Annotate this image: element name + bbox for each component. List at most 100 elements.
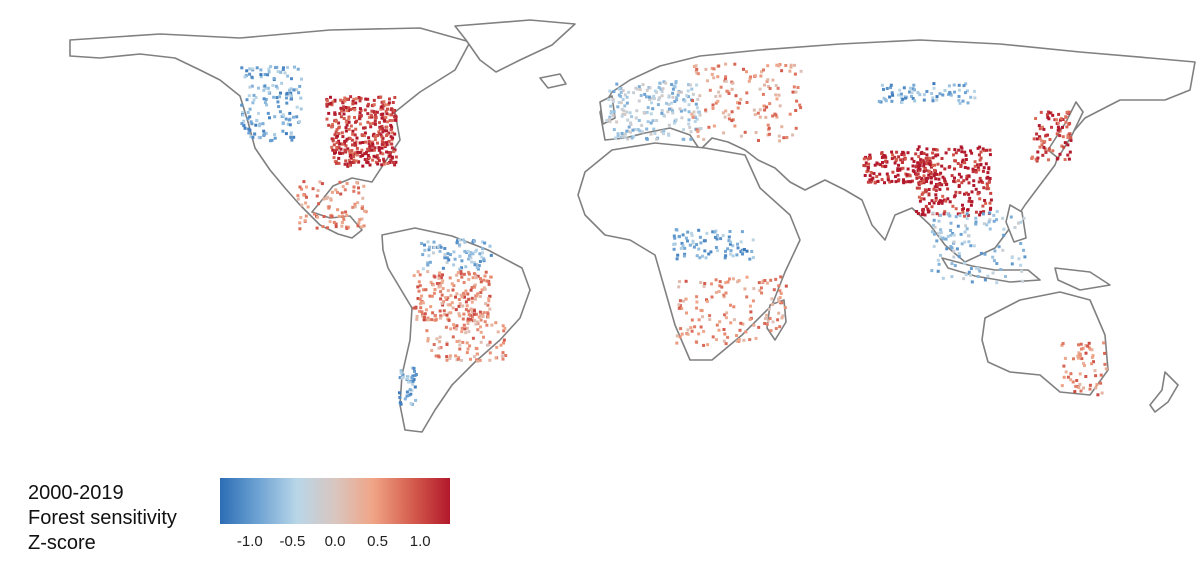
sensitivity-cell [979,163,983,167]
sensitivity-cell [995,218,998,222]
sensitivity-cell [707,125,711,129]
sensitivity-cell [290,138,294,142]
north-america-landmass [69,27,471,239]
sensitivity-cell [948,91,952,95]
sensitivity-cell [385,150,389,154]
sensitivity-cell [739,250,743,254]
sensitivity-cell [369,125,373,129]
sensitivity-cell [671,111,675,115]
sensitivity-cell [1066,375,1070,379]
sensitivity-cell [240,122,244,126]
sensitivity-cell [725,311,729,315]
sensitivity-cell [407,380,411,384]
sensitivity-cell [979,251,983,255]
sensitivity-cell [953,148,957,152]
sensitivity-cell [337,132,341,136]
sensitivity-cell [645,95,648,99]
sensitivity-cell [950,246,953,250]
sensitivity-cell [676,93,680,97]
sensitivity-cell [352,160,356,164]
sensitivity-cell [476,274,480,278]
sensitivity-cell [438,249,442,253]
sensitivity-cell [380,135,384,139]
sensitivity-cell [931,151,935,155]
sensitivity-cell [669,107,673,111]
sensitivity-cell [952,233,956,237]
sensitivity-cell [410,388,414,392]
sensitivity-cell [872,172,876,176]
sensitivity-cell [736,246,740,250]
sensitivity-cell [627,90,631,94]
sensitivity-cell [353,116,356,119]
sensitivity-cell [1020,269,1024,273]
sensitivity-cell [763,279,767,282]
new-zealand-landmass [1149,371,1179,413]
sensitivity-cell [364,97,368,101]
sensitivity-cell [475,347,479,351]
sensitivity-cell [1055,157,1059,161]
sensitivity-cell [898,168,902,172]
sensitivity-cell [731,254,735,258]
sensitivity-cell [619,90,623,94]
sensitivity-cell [443,247,447,250]
sensitivity-cell [730,119,734,123]
sensitivity-cell [1060,144,1064,148]
sensitivity-cell [913,88,916,92]
sensitivity-cells [240,62,1108,406]
sensitivity-cell [1077,343,1080,347]
sensitivity-cell [445,261,449,264]
sensitivity-cell [946,234,950,238]
sensitivity-cell [897,155,901,159]
sensitivity-cell [616,105,620,109]
sensitivity-cell [437,245,441,249]
sensitivity-cell [1032,137,1036,141]
sensitivity-cell [463,240,467,244]
sensitivity-cell [641,83,645,87]
sensitivity-cell [939,253,942,257]
sensitivity-cell [352,189,356,193]
sensitivity-cell [273,133,277,137]
sensitivity-cell [972,244,976,248]
sensitivity-cell [248,72,252,76]
sensitivity-cell [383,103,387,107]
sensitivity-cell [927,173,931,177]
sensitivity-cell [984,201,988,205]
sensitivity-cell [304,214,308,218]
sensitivity-cell [479,330,483,334]
sensitivity-cell [391,131,395,135]
sensitivity-cell [292,88,296,92]
sensitivity-cell [374,155,378,159]
sensitivity-cell [348,137,352,140]
sensitivity-cell [629,123,633,126]
sensitivity-cell [779,291,783,295]
sensitivity-cell [366,120,370,124]
sensitivity-cell [249,120,253,124]
sensitivity-cell [460,295,464,299]
sensitivity-cell [917,155,921,159]
sensitivity-cell [945,247,949,251]
legend-title-unit: Z-score [28,532,96,554]
sensitivity-cell [617,101,621,104]
sensitivity-cell [953,167,956,171]
sensitivity-cell [957,252,961,255]
sensitivity-cell [363,108,367,112]
sensitivity-cell [267,90,271,94]
sensitivity-cell [981,169,985,173]
sensitivity-cell [973,160,977,164]
sensitivity-cell [1040,143,1044,147]
sensitivity-cell [943,89,947,92]
sensitivity-cell [768,132,771,136]
sensitivity-cell [380,139,384,143]
sensitivity-cell [905,173,909,177]
sensitivity-cell [935,148,939,152]
sensitivity-cell [360,225,364,229]
sensitivity-cell [1090,355,1094,359]
sensitivity-cell [347,115,351,119]
sensitivity-cell [936,162,940,166]
sensitivity-cell [766,64,770,68]
sensitivity-cell [343,96,347,100]
sensitivity-cell [966,101,970,105]
sensitivity-cell [621,98,625,101]
sensitivity-cell [384,116,388,119]
sensitivity-cell [425,329,429,333]
